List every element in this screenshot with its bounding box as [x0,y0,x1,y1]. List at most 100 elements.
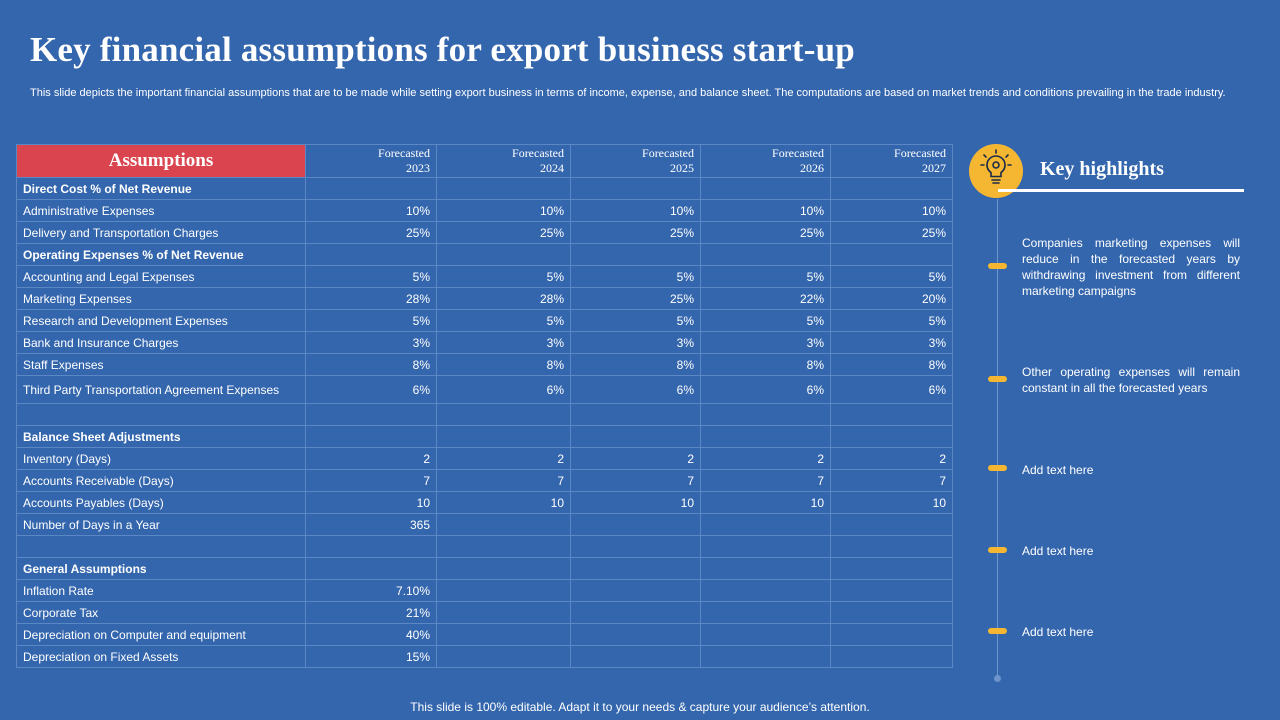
cell-value: 10 [305,491,437,514]
cell-value: 3% [570,331,701,354]
cell-value: 8% [570,353,701,376]
cell-value [700,579,831,602]
cell-value: 6% [830,375,953,404]
cell-value [436,601,571,624]
table-section-row: Direct Cost % of Net Revenue [16,177,953,200]
cell-value [830,403,953,426]
table-row: Third Party Transportation Agreement Exp… [16,375,953,404]
column-header-top: Forecasted [512,146,564,160]
table-header-row: Assumptions Forecasted 2023 Forecasted 202… [16,144,953,178]
cell-value: 25% [570,221,701,244]
row-label: General Assumptions [16,557,306,580]
cell-value: 7 [305,469,437,492]
table-row: Administrative Expenses 10% 10% 10% 10% 10% [16,199,953,222]
cell-value [436,623,571,646]
cell-value [570,601,701,624]
table-section-row: Operating Expenses % of Net Revenue [16,243,953,266]
cell-value [830,425,953,448]
row-label: Staff Expenses [16,353,306,376]
lightbulb-gear-icon [969,144,1023,198]
cell-value [436,557,571,580]
cell-value: 7 [830,469,953,492]
highlight-item: Other operating expenses will remain con… [1022,365,1240,395]
cell-value: 25% [436,221,571,244]
highlight-item: Add text here [1022,463,1094,477]
cell-value: 5% [305,265,437,288]
cell-value [830,557,953,580]
cell-value [436,579,571,602]
cell-value [830,243,953,266]
assumptions-table: Assumptions Forecasted 2023 Forecasted 202… [16,144,953,668]
cell-value: 10% [700,199,831,222]
cell-value: 6% [570,375,701,404]
cell-value [570,557,701,580]
table-row: Staff Expenses 8% 8% 8% 8% 8% [16,353,953,376]
cell-value: 7 [436,469,571,492]
cell-value: 10 [570,491,701,514]
cell-value: 5% [436,309,571,332]
cell-value: 40% [305,623,437,646]
row-label: Inventory (Days) [16,447,306,470]
cell-value [436,535,571,558]
row-label [16,403,306,426]
cell-value [830,513,953,536]
row-label: Administrative Expenses [16,199,306,222]
cell-value [436,177,571,200]
cell-value [700,177,831,200]
cell-value: 5% [570,265,701,288]
cell-value: 2 [830,447,953,470]
table-row: Inflation Rate 7.10% [16,579,953,602]
row-label: Depreciation on Computer and equipment [16,623,306,646]
row-label: Third Party Transportation Agreement Exp… [16,375,306,404]
cell-value: 6% [436,375,571,404]
cell-value: 8% [305,353,437,376]
page-subtitle: This slide depicts the important financi… [30,87,1226,99]
cell-value: 7 [570,469,701,492]
row-label: Depreciation on Fixed Assets [16,645,306,668]
column-header-2027: Forecasted 2027 [830,144,953,178]
column-header-top: Forecasted [378,146,430,160]
cell-value: 20% [830,287,953,310]
cell-value: 25% [305,221,437,244]
cell-value: 2 [570,447,701,470]
row-label: Research and Development Expenses [16,309,306,332]
cell-value [570,403,701,426]
cell-value [700,645,831,668]
column-header-2023: Forecasted 2023 [305,144,437,178]
cell-value: 10% [436,199,571,222]
cell-value: 10 [700,491,831,514]
cell-value: 10 [830,491,953,514]
cell-value: 2 [305,447,437,470]
cell-value [436,243,571,266]
cell-value [570,579,701,602]
cell-value [305,557,437,580]
cell-value: 21% [305,601,437,624]
row-label [16,535,306,558]
highlight-marker [988,547,1007,553]
column-header-year: 2023 [406,161,430,175]
table-section-row: Balance Sheet Adjustments [16,425,953,448]
cell-value: 25% [570,287,701,310]
cell-value: 25% [700,221,831,244]
cell-value [700,557,831,580]
table-row: Depreciation on Computer and equipment 40… [16,623,953,646]
assumptions-header: Assumptions [16,144,306,178]
highlight-marker [988,465,1007,471]
row-label: Delivery and Transportation Charges [16,221,306,244]
column-header-year: 2027 [922,161,946,175]
cell-value [700,243,831,266]
cell-value: 7.10% [305,579,437,602]
row-label: Operating Expenses % of Net Revenue [16,243,306,266]
cell-value [830,177,953,200]
table-row: Accounting and Legal Expenses 5% 5% 5% 5% 5% [16,265,953,288]
cell-value: 28% [305,287,437,310]
row-label: Accounts Receivable (Days) [16,469,306,492]
table-row: Bank and Insurance Charges 3% 3% 3% 3% 3% [16,331,953,354]
cell-value: 3% [436,331,571,354]
cell-value: 28% [436,287,571,310]
cell-value [700,403,831,426]
cell-value: 8% [830,353,953,376]
cell-value: 22% [700,287,831,310]
highlights-timeline [997,199,998,676]
column-header-2025: Forecasted 2025 [570,144,701,178]
